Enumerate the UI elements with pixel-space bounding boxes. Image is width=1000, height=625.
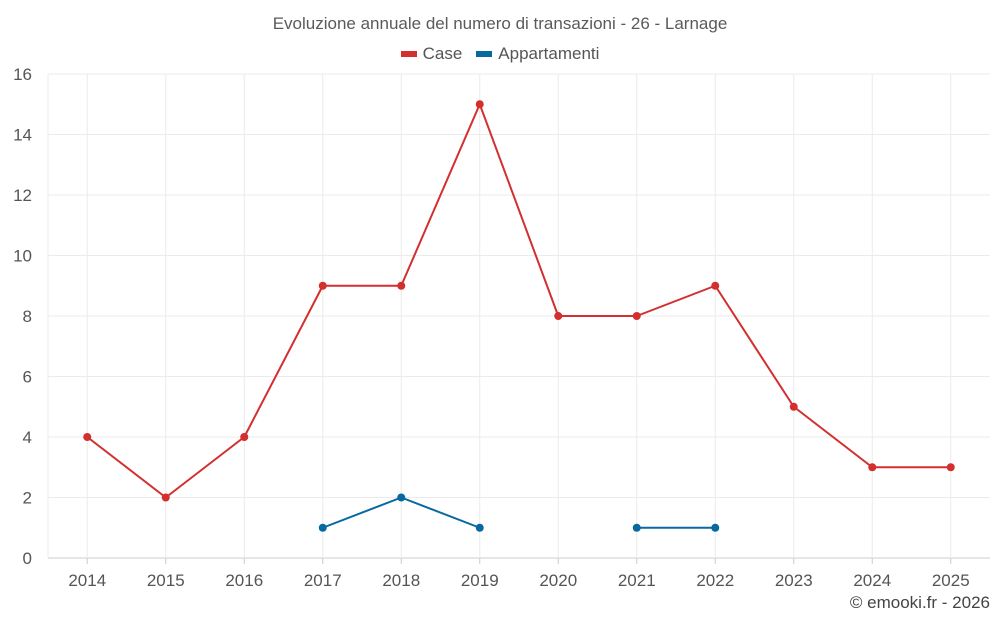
data-point-case[interactable] xyxy=(946,463,955,472)
series-layer xyxy=(83,100,955,532)
series-line-case xyxy=(86,103,951,499)
data-point-appartamenti[interactable] xyxy=(711,523,720,532)
legend-label-case: Case xyxy=(422,44,463,63)
x-tick-label: 2019 xyxy=(461,571,499,590)
data-point-case[interactable] xyxy=(711,281,720,290)
legend-swatch-case xyxy=(400,51,417,57)
watermark: © emooki.fr - 2026 xyxy=(849,593,990,612)
data-point-appartamenti[interactable] xyxy=(475,523,484,532)
data-point-case[interactable] xyxy=(161,493,170,502)
x-tick-label: 2024 xyxy=(853,571,891,590)
y-tick-label: 6 xyxy=(23,368,32,387)
x-tick-label: 2016 xyxy=(225,571,263,590)
axes: 0 2 4 6 8 10 12 14 16 2014 2015 2016 2017 2018 2019 202… xyxy=(13,65,970,590)
x-tick-label: 2023 xyxy=(775,571,813,590)
grid xyxy=(48,73,990,559)
y-tick-label: 4 xyxy=(23,428,32,447)
x-tick-label: 2017 xyxy=(304,571,342,590)
x-tick-label: 2014 xyxy=(68,571,106,590)
x-tick-label: 2021 xyxy=(618,571,656,590)
x-tick-label: 2025 xyxy=(932,571,970,590)
data-point-case[interactable] xyxy=(868,463,877,472)
y-tick-label: 12 xyxy=(13,186,32,205)
x-tick-label: 2015 xyxy=(147,571,185,590)
y-tick-label: 14 xyxy=(13,126,32,145)
legend-item-case[interactable]: Case xyxy=(400,44,463,64)
series-appartamenti xyxy=(318,493,720,532)
legend-label-appartamenti: Appartamenti xyxy=(498,44,600,63)
data-point-case[interactable] xyxy=(397,281,406,290)
data-point-case[interactable] xyxy=(318,281,327,290)
x-tick-label: 2018 xyxy=(382,571,420,590)
data-point-case[interactable] xyxy=(475,100,484,109)
series-case xyxy=(83,100,955,502)
data-point-appartamenti[interactable] xyxy=(397,493,406,502)
legend-item-appartamenti[interactable]: Appartamenti xyxy=(476,44,599,64)
data-point-case[interactable] xyxy=(240,433,249,441)
chart-title: Evoluzione annuale del numero di transaz… xyxy=(272,14,728,33)
x-tick-label: 2020 xyxy=(539,571,577,590)
legend-swatch-appartamenti xyxy=(476,51,493,57)
data-point-case[interactable] xyxy=(789,402,798,411)
legend: Case Appartamenti xyxy=(0,44,1000,64)
y-tick-label: 0 xyxy=(23,549,32,568)
y-tick-label: 16 xyxy=(13,65,32,84)
x-tick-label: 2022 xyxy=(696,571,734,590)
y-tick-label: 8 xyxy=(23,307,32,326)
data-point-appartamenti[interactable] xyxy=(632,523,641,532)
data-point-case[interactable] xyxy=(632,312,641,320)
y-tick-label: 10 xyxy=(13,247,32,266)
data-point-case[interactable] xyxy=(83,433,92,441)
data-point-case[interactable] xyxy=(554,312,563,320)
data-point-appartamenti[interactable] xyxy=(318,523,327,532)
y-tick-label: 2 xyxy=(23,489,32,508)
